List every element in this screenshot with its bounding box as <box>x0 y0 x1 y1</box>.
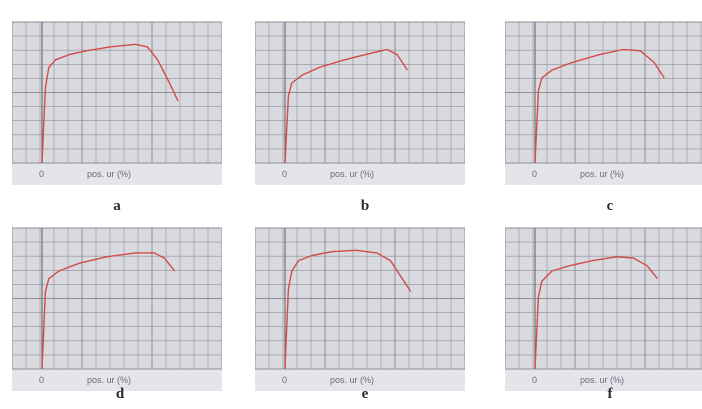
panel-letter-d: d <box>115 386 125 402</box>
x-tick-label-zero: 0 <box>532 169 537 179</box>
chart-plot-d: 0 pos. ur (%) <box>12 227 222 391</box>
x-axis-label: pos. ur (%) <box>87 375 131 385</box>
chart-panel-f: 0 pos. ur (%) <box>505 226 702 391</box>
x-axis-strip <box>255 369 465 391</box>
x-axis-strip <box>505 369 702 391</box>
chart-panel-e: 0 pos. ur (%) <box>255 226 465 391</box>
chart-plot-a: 0 pos. ur (%) <box>12 21 222 185</box>
panel-letter-a: a <box>113 198 121 214</box>
curve-series-e <box>284 249 412 370</box>
x-axis-strip <box>12 369 222 391</box>
panel-letter-b: b <box>360 198 370 214</box>
curve-series-a <box>41 43 179 164</box>
gridlines <box>505 21 702 164</box>
x-tick-label-zero: 0 <box>282 169 287 179</box>
panel-letter-e: e <box>361 386 369 402</box>
chart-plot-b: 0 pos. ur (%) <box>255 21 465 185</box>
x-axis-strip <box>12 163 222 185</box>
curve-series-d <box>41 252 176 370</box>
curve-series-c <box>534 48 665 164</box>
gridlines <box>12 227 222 370</box>
x-tick-label-zero: 0 <box>39 375 44 385</box>
chart-panel-d: 0 pos. ur (%) <box>12 226 222 391</box>
x-tick-label-zero: 0 <box>282 375 287 385</box>
gridlines <box>255 21 465 164</box>
gridlines <box>505 227 702 370</box>
chart-panel-b: 0 pos. ur (%) <box>255 20 465 185</box>
x-tick-label-zero: 0 <box>39 169 44 179</box>
x-axis-strip <box>255 163 465 185</box>
chart-plot-c: 0 pos. ur (%) <box>505 21 702 185</box>
chart-plot-f: 0 pos. ur (%) <box>505 227 702 391</box>
chart-plot-e: 0 pos. ur (%) <box>255 227 465 391</box>
curve-series-f <box>534 256 658 370</box>
x-axis-strip <box>505 163 702 185</box>
curve-series-b <box>284 48 408 164</box>
x-axis-label: pos. ur (%) <box>580 169 624 179</box>
chart-panel-c: 0 pos. ur (%) <box>505 20 702 185</box>
x-axis-label: pos. ur (%) <box>87 169 131 179</box>
panel-letter-f: f <box>607 386 613 402</box>
panel-letter-c: c <box>606 198 614 214</box>
x-axis-label: pos. ur (%) <box>580 375 624 385</box>
x-axis-label: pos. ur (%) <box>330 375 374 385</box>
x-tick-label-zero: 0 <box>532 375 537 385</box>
chart-panel-a: 0 pos. ur (%) <box>12 20 222 185</box>
x-axis-label: pos. ur (%) <box>330 169 374 179</box>
